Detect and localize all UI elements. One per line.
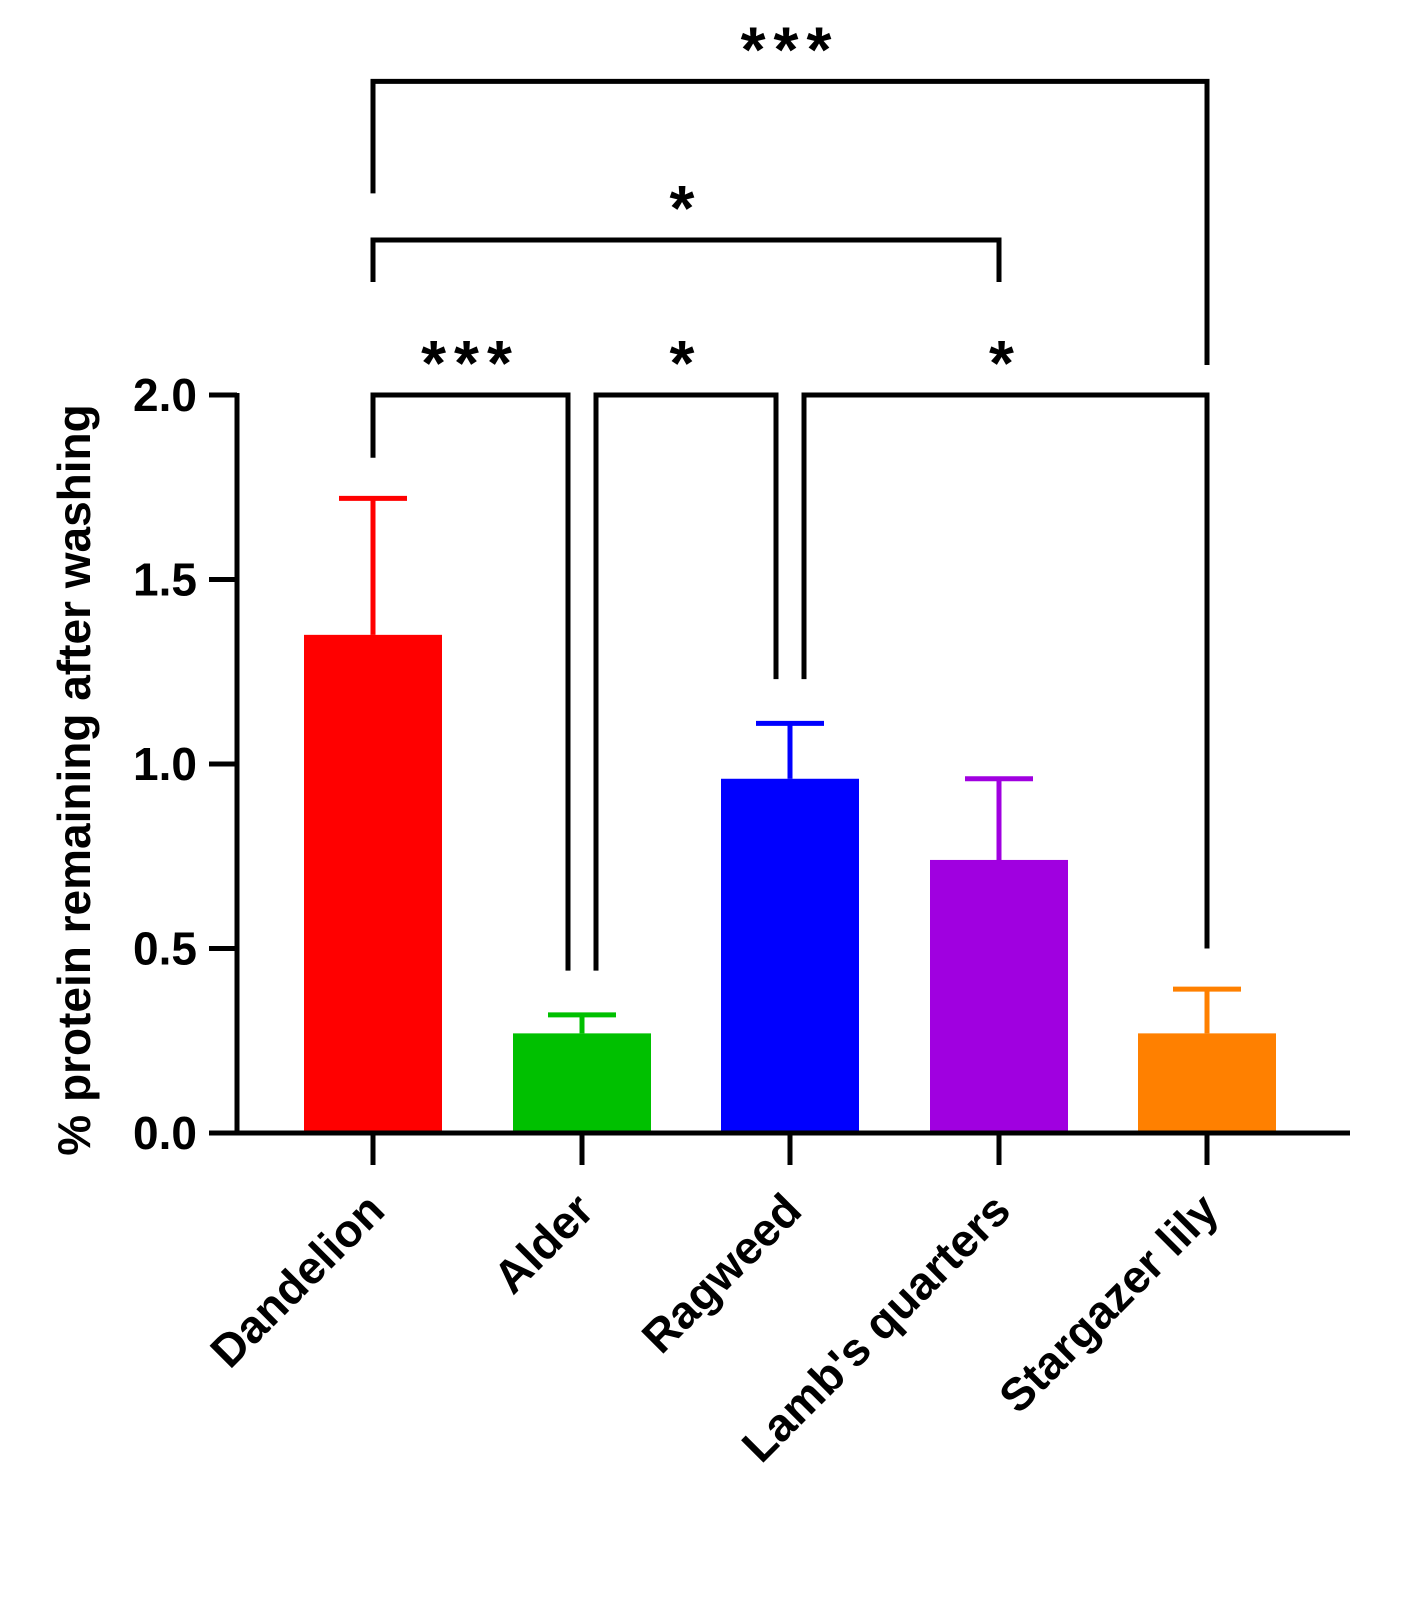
bar-stargazer-lily [1138, 1033, 1276, 1133]
x-tick-label: Ragweed [631, 1183, 811, 1363]
y-axis-label: % protein remaining after washing [48, 404, 100, 1155]
significance-bracket [593, 392, 779, 971]
significance-bracket [370, 78, 1210, 365]
x-tick-label: Stargazer lily [989, 1183, 1229, 1423]
y-tick-label: 2.0 [133, 369, 197, 421]
y-tick-label: 1.5 [133, 554, 197, 606]
y-tick-label: 0.5 [133, 923, 197, 975]
significance-bracket [370, 237, 1002, 283]
significance-label: * [989, 327, 1022, 399]
error-bars-layer [339, 495, 1241, 1034]
bar-dandelion [304, 634, 442, 1133]
significance-layer: *** * ***** [370, 13, 1210, 971]
x-tick-label: Alder [483, 1183, 603, 1303]
bar-ragweed [721, 778, 859, 1133]
y-tick-label: 1.0 [133, 738, 197, 790]
significance-label: *** [741, 13, 840, 85]
significance-bracket [370, 392, 571, 971]
x-tick-label: Dandelion [200, 1183, 394, 1377]
y-tick-label: 0.0 [133, 1107, 197, 1159]
significance-label: *** [421, 327, 520, 399]
significance-bracket [801, 392, 1210, 949]
significance-label: * [670, 327, 703, 399]
bars-layer [304, 634, 1276, 1133]
significance-label: * [670, 172, 703, 244]
bar-lamb-s-quarters [930, 859, 1068, 1133]
bar-alder [513, 1033, 651, 1133]
